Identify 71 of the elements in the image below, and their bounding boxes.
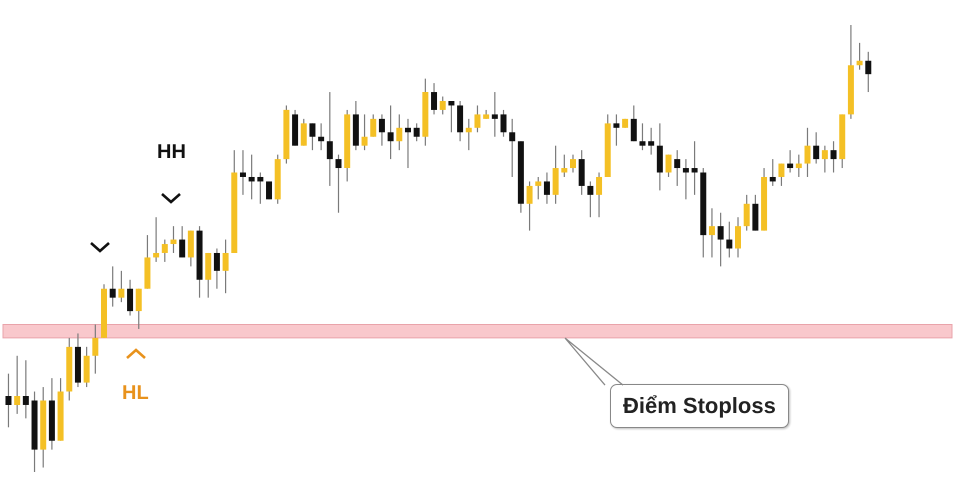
candlestick [440, 96, 446, 115]
candlestick [5, 373, 12, 428]
candlestick [222, 238, 229, 294]
candlestick [92, 324, 98, 374]
candlestick [266, 180, 272, 200]
candlestick [404, 118, 411, 169]
candlestick [326, 91, 333, 187]
candlestick [639, 122, 646, 151]
candlestick [535, 176, 542, 200]
candlestick [822, 145, 828, 174]
candlestick [570, 154, 576, 174]
candlestick [336, 154, 342, 214]
candlestick [492, 91, 498, 138]
candlestick [153, 216, 160, 263]
candlestick [813, 132, 820, 164]
candlestick [865, 51, 872, 93]
candlestick [666, 154, 672, 178]
candlestick [526, 180, 533, 232]
candlestick [509, 118, 516, 178]
candlestick [170, 226, 176, 254]
candlestick [830, 140, 837, 174]
candlestick [674, 150, 680, 187]
candlestick [248, 154, 255, 200]
candlestick [596, 172, 602, 218]
annotation: HL [122, 382, 149, 405]
candlestick [362, 114, 368, 151]
candlestick [240, 150, 246, 196]
candlestick [396, 114, 402, 151]
candlestick [179, 226, 186, 258]
candlestick [318, 122, 324, 151]
candlestick [22, 360, 29, 419]
candlestick [110, 266, 116, 308]
candlestick [648, 127, 654, 156]
candlestick [735, 216, 742, 258]
candlestick [214, 248, 220, 290]
candlestick [544, 172, 550, 204]
candlestick [466, 118, 472, 151]
candlestick [127, 279, 134, 316]
candlestick [726, 221, 732, 258]
candlestick [162, 238, 168, 263]
candlestick [744, 194, 750, 232]
candlestick [770, 158, 776, 187]
candlestick [378, 114, 385, 146]
candlestick [118, 270, 124, 303]
band-label: Điểm Stoploss [610, 384, 789, 428]
candlestick [300, 118, 307, 146]
candlestick [796, 154, 802, 178]
candlestick [787, 150, 794, 174]
candlestick [500, 109, 507, 138]
annotation: HH [157, 141, 186, 164]
candlestick [682, 158, 689, 200]
candlestick [708, 208, 715, 258]
candlestick [778, 162, 784, 187]
candlestick [718, 212, 724, 267]
candlestick [587, 180, 594, 218]
candlestick [388, 104, 394, 160]
candlestick [613, 114, 620, 146]
candlestick [474, 104, 480, 133]
candlestick [630, 104, 637, 142]
candlestick [370, 114, 376, 138]
candlestick [257, 172, 264, 204]
candlestick [309, 122, 316, 151]
candlestick [692, 140, 698, 196]
candlestick [804, 127, 810, 178]
candlestick [136, 288, 142, 330]
candlestick [561, 154, 568, 178]
candlestick [431, 82, 438, 115]
candlestick [856, 42, 863, 70]
candlestick [14, 355, 20, 414]
candlestick [448, 100, 454, 133]
candlestick [414, 122, 420, 142]
